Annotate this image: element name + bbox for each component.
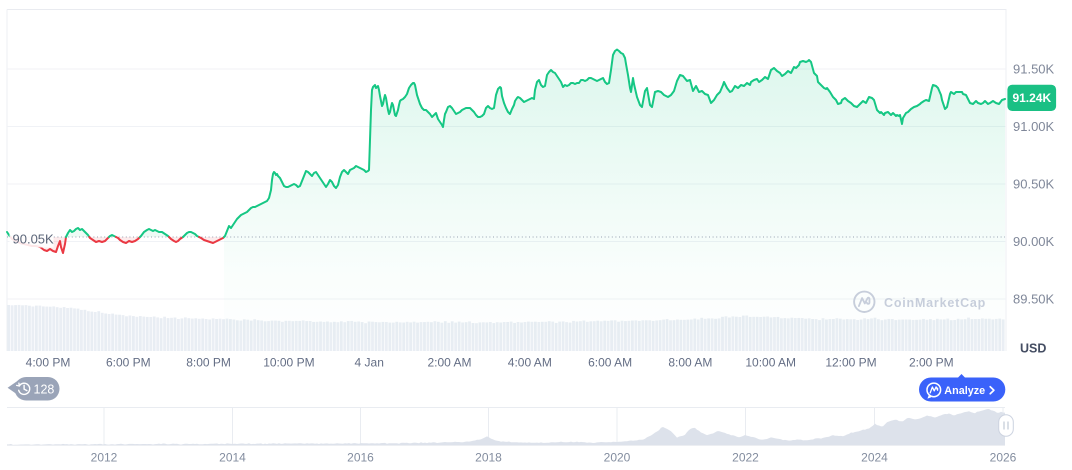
svg-text:2020: 2020 <box>604 451 631 465</box>
svg-text:4:00 PM: 4:00 PM <box>26 356 71 370</box>
svg-text:6:00 AM: 6:00 AM <box>588 356 632 370</box>
svg-text:2016: 2016 <box>347 451 374 465</box>
svg-text:CoinMarketCap: CoinMarketCap <box>884 296 986 310</box>
svg-text:90.05K: 90.05K <box>13 232 55 247</box>
svg-text:90.50K: 90.50K <box>1013 177 1055 192</box>
svg-text:91.00K: 91.00K <box>1013 119 1055 134</box>
svg-text:USD: USD <box>1020 341 1046 355</box>
svg-text:6:00 PM: 6:00 PM <box>106 356 151 370</box>
svg-text:8:00 PM: 8:00 PM <box>186 356 231 370</box>
svg-text:10:00 AM: 10:00 AM <box>745 356 796 370</box>
svg-text:2024: 2024 <box>861 451 888 465</box>
svg-text:12:00 PM: 12:00 PM <box>825 356 876 370</box>
svg-text:4:00 AM: 4:00 AM <box>508 356 552 370</box>
svg-text:90.00K: 90.00K <box>1013 234 1055 249</box>
svg-text:91.24K: 91.24K <box>1012 91 1051 105</box>
svg-text:91.50K: 91.50K <box>1013 62 1055 77</box>
svg-text:2:00 PM: 2:00 PM <box>909 356 954 370</box>
svg-text:2026: 2026 <box>990 451 1017 465</box>
svg-text:2:00 AM: 2:00 AM <box>427 356 471 370</box>
svg-text:2014: 2014 <box>219 451 246 465</box>
svg-text:2012: 2012 <box>91 451 118 465</box>
svg-text:8:00 AM: 8:00 AM <box>668 356 712 370</box>
svg-text:2018: 2018 <box>475 451 502 465</box>
svg-text:2022: 2022 <box>732 451 759 465</box>
svg-text:128: 128 <box>34 382 55 396</box>
svg-text:4 Jan: 4 Jan <box>355 356 384 370</box>
svg-text:89.50K: 89.50K <box>1013 292 1055 307</box>
svg-text:Analyze: Analyze <box>944 385 985 397</box>
svg-text:10:00 PM: 10:00 PM <box>263 356 314 370</box>
